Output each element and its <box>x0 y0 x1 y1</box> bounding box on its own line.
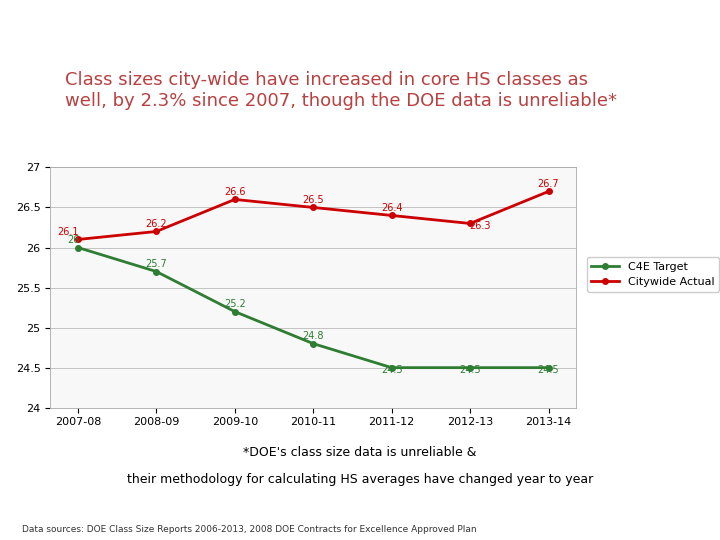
Text: 26.4: 26.4 <box>381 202 402 213</box>
Text: Data sources: DOE Class Size Reports 2006-2013, 2008 DOE Contracts for Excellenc: Data sources: DOE Class Size Reports 200… <box>22 524 476 534</box>
Text: 24.5: 24.5 <box>459 365 481 375</box>
Legend: C4E Target, Citywide Actual: C4E Target, Citywide Actual <box>587 257 719 292</box>
Text: 24.8: 24.8 <box>302 331 324 341</box>
Text: 26.2: 26.2 <box>145 219 167 228</box>
Text: 26: 26 <box>68 235 80 245</box>
Text: 24.5: 24.5 <box>381 365 402 375</box>
Text: Class sizes city-wide have increased in core HS classes as
well, by 2.3% since 2: Class sizes city-wide have increased in … <box>65 71 617 110</box>
Text: their methodology for calculating HS averages have changed year to year: their methodology for calculating HS ave… <box>127 472 593 485</box>
Text: 26.5: 26.5 <box>302 194 324 205</box>
Text: 25.2: 25.2 <box>224 299 246 309</box>
Text: 26.3: 26.3 <box>469 221 490 231</box>
Text: *DOE's class size data is unreliable &: *DOE's class size data is unreliable & <box>243 446 477 458</box>
Text: 25.7: 25.7 <box>145 259 167 269</box>
Text: 24.5: 24.5 <box>538 365 559 375</box>
Text: 26.7: 26.7 <box>538 179 559 188</box>
Text: 26.1: 26.1 <box>58 227 79 237</box>
Text: 26.6: 26.6 <box>224 187 246 197</box>
